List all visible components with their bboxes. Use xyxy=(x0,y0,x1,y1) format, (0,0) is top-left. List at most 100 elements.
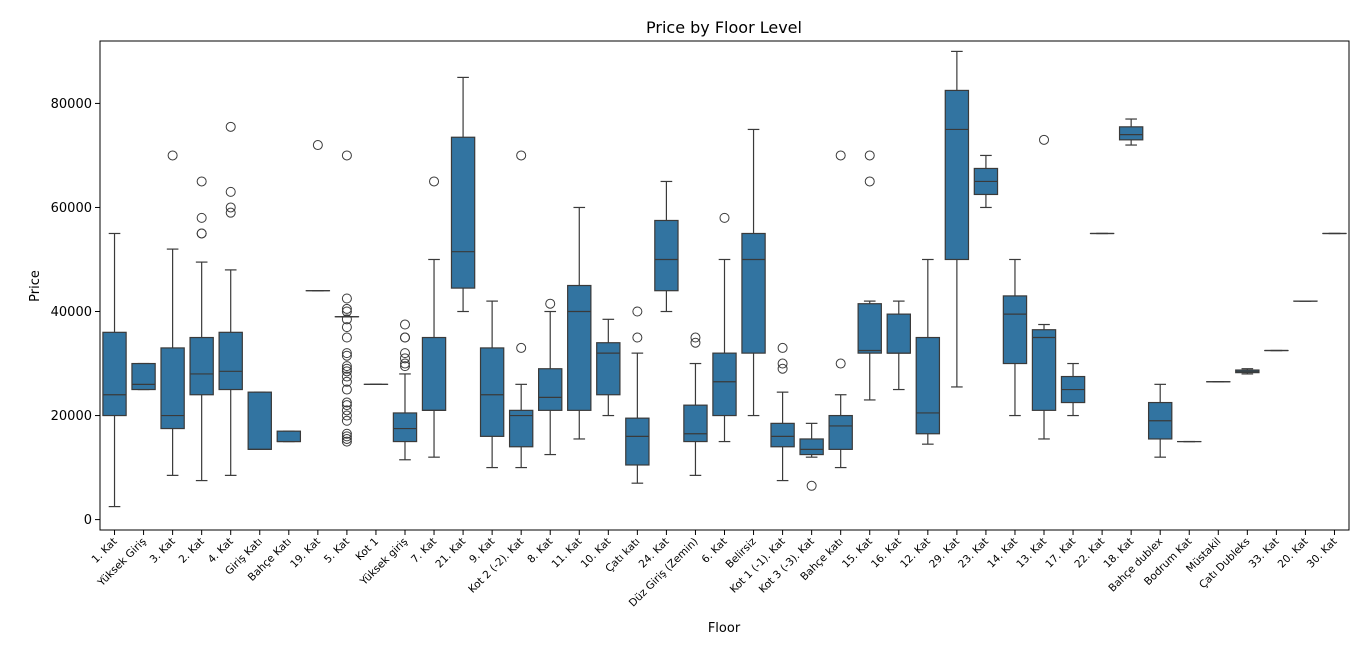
outlier-point xyxy=(545,298,556,309)
iqr-box xyxy=(392,412,418,443)
iqr-box xyxy=(1031,329,1057,411)
iqr-box xyxy=(538,368,563,411)
outlier-point xyxy=(399,348,410,359)
outlier-point xyxy=(312,140,323,151)
box-group xyxy=(654,180,679,313)
x-tick-label: 13. Kat xyxy=(1014,536,1049,571)
box-group xyxy=(683,332,708,476)
outlier-point xyxy=(516,150,527,161)
outlier-point xyxy=(196,212,207,223)
box-group xyxy=(276,430,302,443)
outlier-point xyxy=(516,342,527,353)
plot-area xyxy=(102,50,1347,508)
y-axis-label: Price xyxy=(28,270,43,302)
outlier-point xyxy=(225,121,236,132)
iqr-box xyxy=(915,336,941,435)
iqr-box xyxy=(276,430,302,443)
outlier-point xyxy=(632,306,643,317)
box-group xyxy=(828,150,853,469)
iqr-box xyxy=(596,342,621,396)
outlier-point xyxy=(399,319,410,330)
iqr-box xyxy=(160,347,185,430)
outlier-point xyxy=(341,410,352,421)
x-tick-label: 3. Kat xyxy=(148,536,178,566)
box-group xyxy=(247,391,272,450)
outlier-point xyxy=(777,358,788,369)
y-tick-label: 0 xyxy=(84,513,92,528)
box-group xyxy=(1002,258,1028,417)
iqr-box xyxy=(421,336,447,411)
outlier-point xyxy=(632,332,643,343)
outlier-point xyxy=(341,293,352,304)
outlier-point xyxy=(399,332,410,343)
iqr-box xyxy=(683,404,708,443)
outlier-point xyxy=(341,433,352,444)
iqr-box xyxy=(857,303,882,354)
box-group xyxy=(305,140,331,292)
outlier-point xyxy=(225,186,236,197)
box-group xyxy=(1060,362,1086,417)
x-tick-label: 22. Kat xyxy=(1072,536,1107,571)
box-group xyxy=(973,154,999,209)
outlier-point xyxy=(341,150,352,161)
box-group xyxy=(799,422,824,491)
iqr-box xyxy=(741,232,766,354)
outlier-point xyxy=(225,207,236,218)
outlier-point xyxy=(341,428,352,439)
outlier-point xyxy=(341,363,352,374)
iqr-box xyxy=(828,414,853,450)
iqr-box xyxy=(131,362,156,391)
box-group xyxy=(508,150,534,469)
iqr-box xyxy=(247,391,272,450)
iqr-box xyxy=(218,331,243,391)
x-tick-label: 30. Kat xyxy=(1305,536,1340,571)
outlier-point xyxy=(399,361,410,372)
outlier-point xyxy=(341,431,352,442)
box-group xyxy=(712,212,737,443)
outlier-point xyxy=(341,322,352,333)
box-group xyxy=(625,306,650,484)
box-group xyxy=(1031,134,1057,440)
iqr-box xyxy=(712,352,737,417)
outlier-point xyxy=(864,176,875,187)
box-group xyxy=(131,362,156,391)
box-group xyxy=(479,300,505,469)
outlier-point xyxy=(196,228,207,239)
box-group xyxy=(915,258,941,445)
y-tick-label: 40000 xyxy=(51,305,92,320)
box-group xyxy=(596,318,621,417)
outlier-point xyxy=(341,371,352,382)
outlier-point xyxy=(341,361,352,372)
iqr-box xyxy=(508,409,534,448)
outlier-point xyxy=(806,480,817,491)
x-tick-label: 16. Kat xyxy=(869,536,904,571)
x-tick-label: 17. Kat xyxy=(1043,536,1078,571)
x-tick-label: 12. Kat xyxy=(898,536,933,571)
box-group xyxy=(1147,383,1173,458)
outlier-point xyxy=(341,384,352,395)
box-group xyxy=(770,342,795,482)
outlier-point xyxy=(196,176,207,187)
outlier-point xyxy=(167,150,178,161)
iqr-box xyxy=(102,331,127,417)
outlier-point xyxy=(777,342,788,353)
outlier-point xyxy=(341,397,352,408)
outlier-point xyxy=(341,314,352,325)
x-tick-label: 29. Kat xyxy=(927,536,962,571)
iqr-box xyxy=(567,284,592,411)
outlier-point xyxy=(341,436,352,447)
box-group xyxy=(1118,118,1144,146)
outlier-point xyxy=(341,415,352,426)
outlier-point xyxy=(1039,134,1050,145)
outlier-point xyxy=(225,202,236,213)
y-tick-label: 60000 xyxy=(51,201,92,216)
outlier-point xyxy=(690,332,701,343)
outlier-point xyxy=(341,405,352,416)
box-group xyxy=(538,298,563,456)
box-group xyxy=(741,128,766,417)
x-tick-label: 2. Kat xyxy=(177,536,207,566)
outlier-point xyxy=(864,150,875,161)
box-group xyxy=(334,150,360,447)
